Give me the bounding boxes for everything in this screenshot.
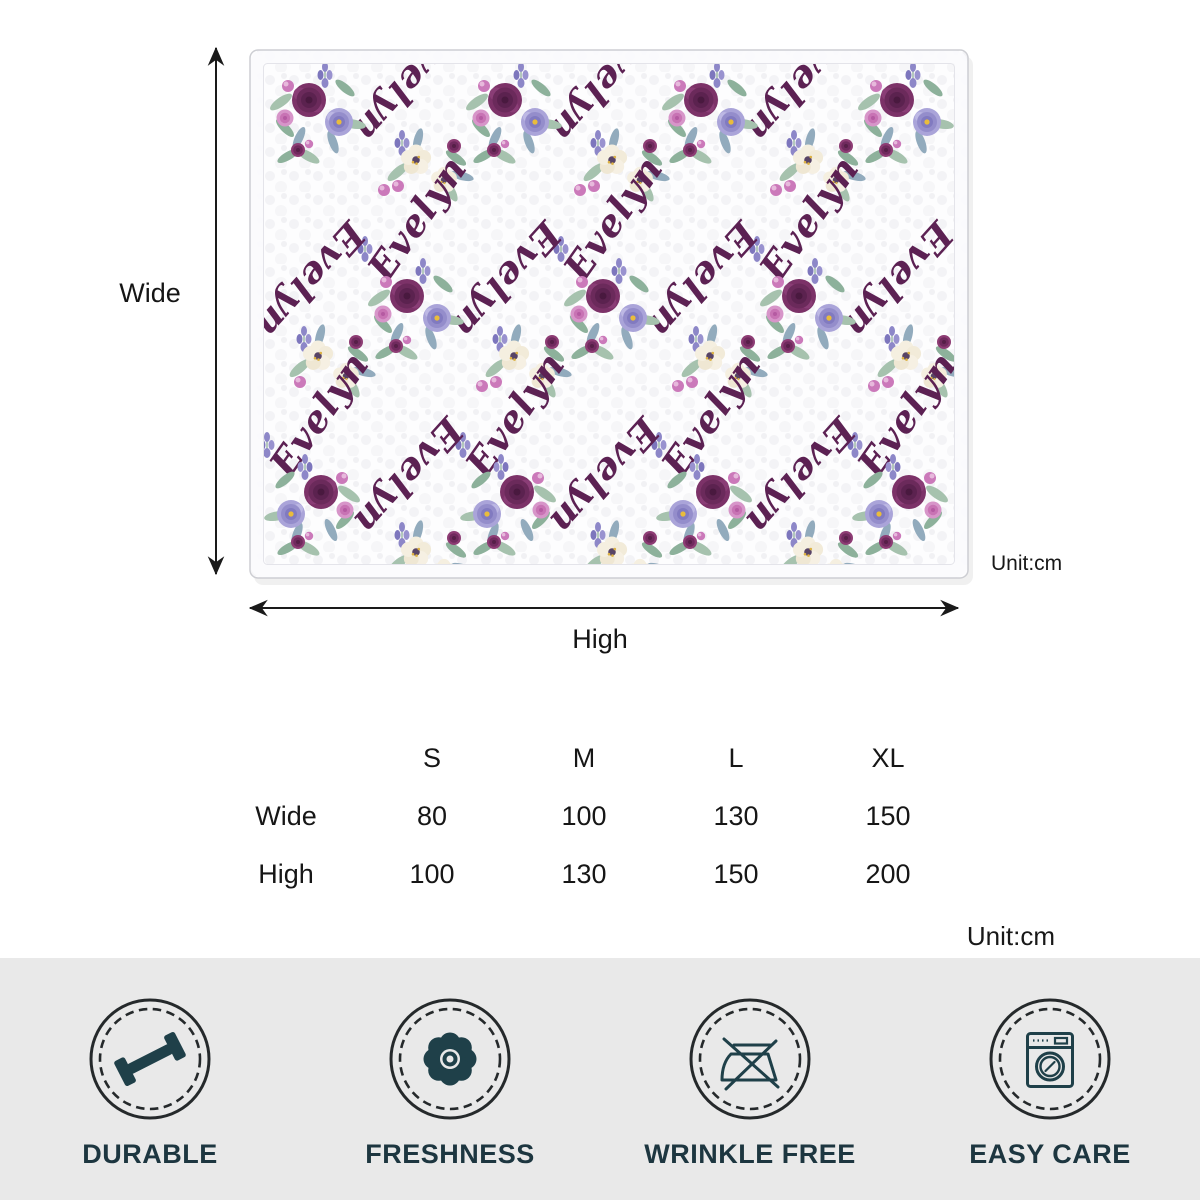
size-table-corner	[216, 729, 356, 787]
feature-freshness: FRESHNESS	[300, 958, 600, 1170]
washing-machine-icon	[989, 998, 1111, 1120]
size-value: 150	[865, 801, 911, 831]
feature-label: WRINKLE FREE	[644, 1139, 856, 1169]
size-value: 130	[561, 859, 607, 889]
size-value: 80	[416, 801, 448, 831]
size-value: 130	[713, 801, 759, 831]
blanket-size-diagram: Evelyn Evelyn	[119, 46, 1062, 654]
feature-durable: DURABLE	[0, 958, 300, 1170]
blanket-image	[249, 49, 973, 585]
wide-dimension-label: Wide	[119, 278, 181, 308]
feature-label: EASY CARE	[969, 1139, 1131, 1169]
diagram-unit-label: Unit:cm	[991, 552, 1062, 575]
feature-label: DURABLE	[82, 1139, 218, 1169]
no-iron-icon	[689, 998, 811, 1120]
size-value: 100	[561, 801, 607, 831]
flower-icon	[389, 998, 511, 1120]
size-row-label: High	[258, 859, 314, 889]
size-table: S M L XL Wide 80 100 130 150 High 100 13…	[216, 729, 964, 903]
high-dimension-label: High	[572, 624, 628, 654]
size-column-header: L	[728, 743, 744, 773]
feature-wrinkle-free: WRINKLE FREE	[600, 958, 900, 1170]
size-column-header: M	[572, 743, 596, 773]
feature-label: FRESHNESS	[365, 1139, 535, 1169]
size-value: 150	[713, 859, 759, 889]
feature-easy-care: EASY CARE	[900, 958, 1200, 1170]
size-column-header: S	[422, 743, 441, 773]
table-unit-label: Unit:cm	[966, 921, 1055, 951]
size-value: 100	[409, 859, 455, 889]
size-value: 200	[865, 859, 911, 889]
feature-band: DURABLE FRESHNESS	[0, 958, 1200, 1200]
size-column-header: XL	[871, 743, 905, 773]
size-row-label: Wide	[255, 801, 317, 831]
dumbbell-icon	[89, 998, 211, 1120]
